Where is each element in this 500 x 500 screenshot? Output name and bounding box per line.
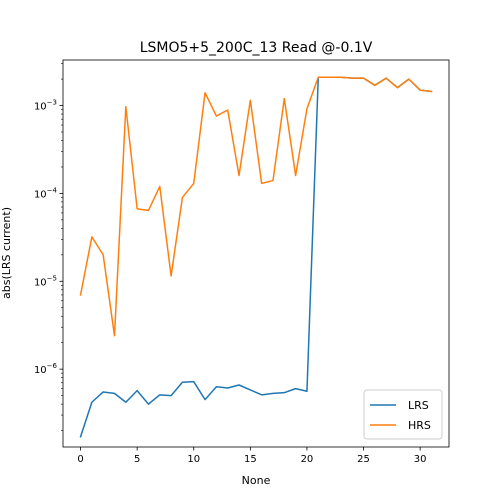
- y-tick-exponent: −5: [47, 274, 57, 282]
- y-tick-label: 10−6: [34, 362, 58, 376]
- legend-label-hrs: HRS: [408, 419, 431, 432]
- series-line-hrs: [79, 76, 433, 337]
- x-axis-label: None: [242, 474, 271, 487]
- y-tick-base: 10: [34, 189, 47, 200]
- plot-lines: [79, 76, 433, 438]
- y-tick-base: 10: [34, 102, 47, 113]
- y-tick-label: 10−4: [34, 186, 58, 200]
- x-axis-ticks: 0 5 10 15 20 25 30: [77, 447, 427, 465]
- chart-title: LSMO5+5_200C_13 Read @-0.1V: [140, 40, 373, 56]
- x-tick-label: 0: [77, 454, 83, 465]
- x-tick-label: 25: [357, 454, 370, 465]
- y-tick-exponent: −3: [47, 99, 57, 107]
- y-tick-exponent: −6: [47, 362, 58, 370]
- y-tick-base: 10: [34, 365, 47, 376]
- legend-label-lrs: LRS: [408, 399, 429, 412]
- x-tick-label: 5: [134, 454, 140, 465]
- y-tick-label: 10−3: [34, 99, 57, 113]
- x-tick-label: 10: [187, 454, 200, 465]
- y-axis-label: abs(LRS current): [0, 207, 13, 299]
- plot-frame: [62, 59, 450, 448]
- x-tick-label: 20: [301, 454, 314, 465]
- x-tick-label: 15: [244, 454, 257, 465]
- legend: LRS HRS: [363, 389, 443, 440]
- legend-box: [363, 389, 443, 440]
- y-tick-label: 10−5: [34, 274, 57, 288]
- y-tick-exponent: −4: [47, 186, 58, 194]
- y-tick-base: 10: [34, 277, 47, 288]
- x-tick-label: 30: [414, 454, 427, 465]
